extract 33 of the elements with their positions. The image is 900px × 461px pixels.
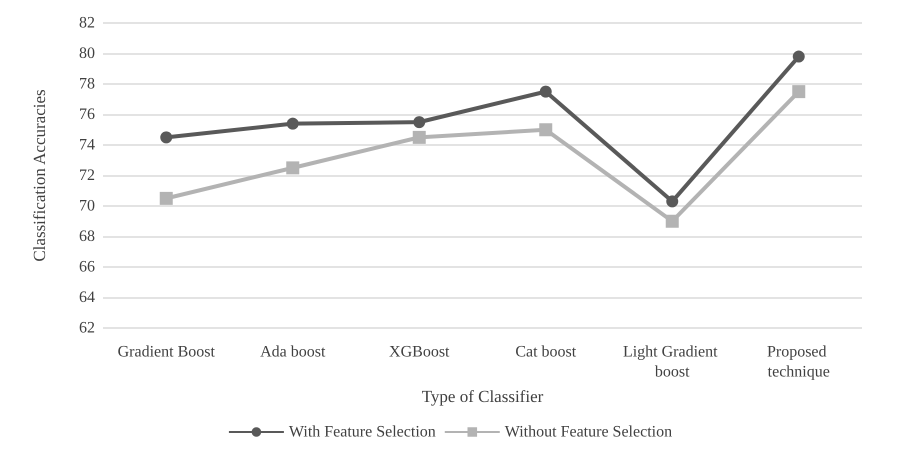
y-tick-label: 80: [79, 45, 95, 62]
point: [666, 195, 678, 208]
legend-label: With Feature Selection: [288, 424, 436, 440]
y-tick-label: 64: [79, 289, 95, 306]
x-tick-label: Cat boost: [515, 344, 577, 360]
point: [412, 130, 426, 144]
point: [539, 123, 552, 136]
point: [286, 161, 300, 174]
x-tick-label: Proposed technique: [766, 344, 831, 380]
y-tick-label: 70: [79, 198, 95, 214]
y-tick-label: 62: [79, 320, 95, 336]
point: [286, 118, 299, 130]
x-tick-label: Ada boost: [260, 344, 326, 360]
legend-label: Without Feature Selection: [504, 424, 672, 440]
y-axis-title: Classification Accuracies: [30, 89, 49, 262]
y-tick-label: 68: [79, 228, 95, 245]
x-tick-label: XGBoost: [389, 344, 450, 360]
y-tick-label: 78: [79, 76, 95, 92]
point: [413, 116, 426, 128]
point: [540, 86, 552, 98]
x-tick-label: Gradient Boost: [118, 344, 216, 360]
y-tick-label: 74: [79, 136, 95, 154]
x-axis-title: Type of Classifier: [422, 387, 544, 406]
y-tick-label: 76: [79, 106, 95, 123]
point: [160, 131, 172, 144]
x-tick-label: Light Gradient boost: [622, 344, 722, 380]
point: [792, 50, 805, 63]
y-tick-label: 72: [79, 167, 95, 184]
y-tick-label: 82: [79, 14, 95, 32]
point: [160, 192, 173, 205]
point: [792, 85, 806, 98]
y-tick-label: 66: [79, 258, 95, 276]
point: [666, 214, 679, 228]
